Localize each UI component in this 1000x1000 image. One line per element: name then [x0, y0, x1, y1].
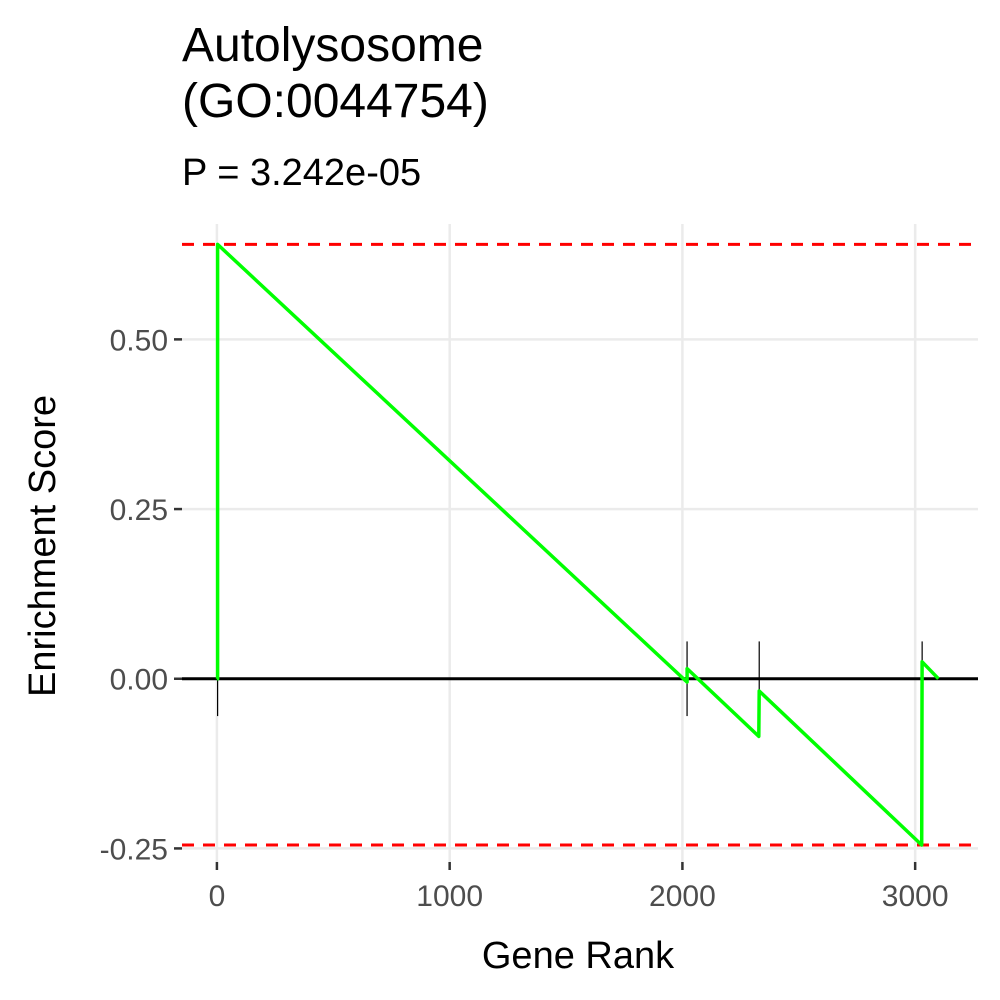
chart-title: Autolysosome (GO:0044754)	[182, 18, 489, 130]
es-series-line	[215, 242, 940, 847]
axes: 0 1000 2000 3000 -0.25 0.00 0.25 0.50	[100, 324, 949, 913]
x-tick-label: 2000	[649, 880, 716, 913]
chart-subtitle: P = 3.242e-05	[182, 152, 422, 194]
title-line-2: (GO:0044754)	[182, 75, 489, 128]
extreme-lines	[182, 242, 978, 847]
x-tick-label: 1000	[416, 880, 483, 913]
y-tick-label: 0.25	[110, 494, 168, 527]
y-tick-label: -0.25	[100, 833, 168, 866]
y-tick-label: 0.00	[110, 664, 168, 697]
grid-lines	[182, 224, 978, 862]
x-tick-label: 0	[209, 880, 226, 913]
y-tick-label: 0.50	[110, 324, 168, 357]
x-tick-label: 3000	[882, 880, 949, 913]
y-axis-label: Enrichment Score	[22, 395, 64, 697]
series-group	[215, 242, 940, 847]
x-axis-label: Gene Rank	[482, 935, 675, 977]
title-line-1: Autolysosome	[182, 19, 484, 72]
